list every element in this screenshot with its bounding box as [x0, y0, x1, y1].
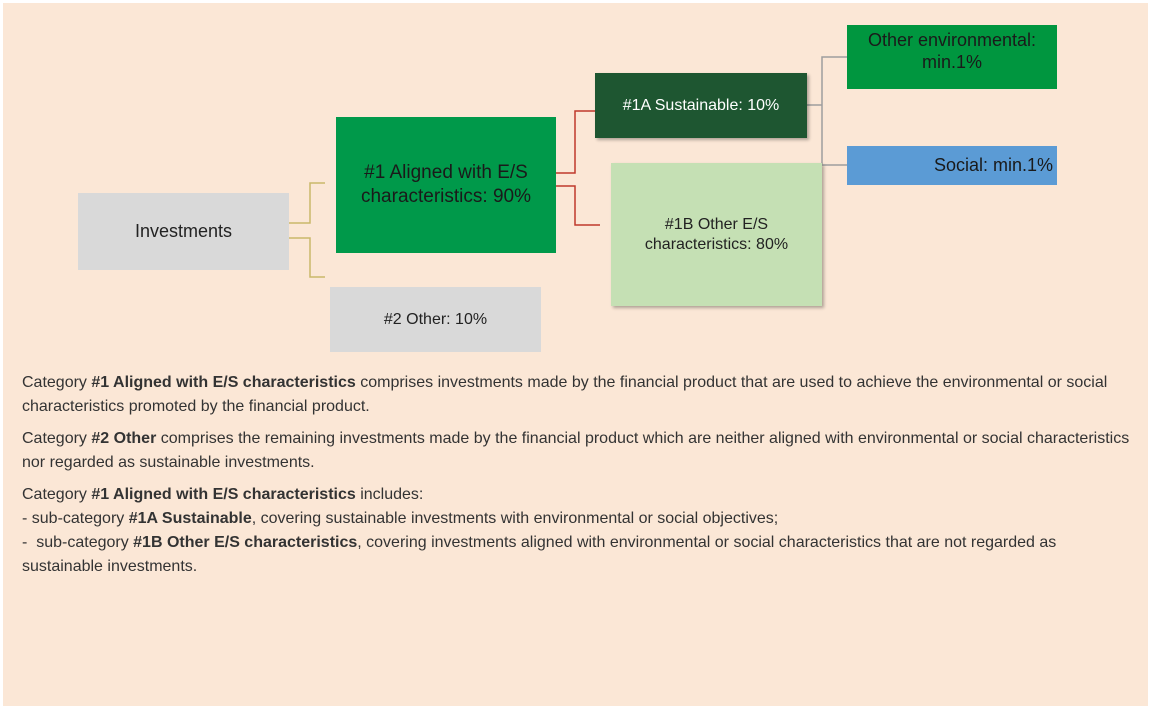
node: Other environmental: min.1% — [847, 25, 1057, 89]
node: Investments — [78, 193, 289, 270]
diagram-panel: Investments #1 Aligned with E/S characte… — [3, 3, 1148, 706]
connector — [807, 56, 847, 166]
node: #1 Aligned with E/S characteristics: 90% — [336, 117, 556, 253]
text: , covering investments aligned with envi… — [22, 534, 1061, 575]
bold-text: #1 Aligned with E/S characteristics — [91, 486, 356, 503]
node: #2 Other: 10% — [330, 287, 541, 352]
bold-text: #1B Other E/S characteristics — [133, 534, 358, 551]
connectors — [289, 56, 847, 278]
text: includes: — [355, 486, 424, 503]
text: - sub-category — [22, 510, 129, 527]
connector — [289, 182, 325, 278]
node: #1A Sustainable: 10% — [595, 73, 807, 138]
text: , covering sustainable investments with … — [251, 510, 779, 527]
text: Category — [22, 430, 92, 447]
text: Category — [22, 486, 92, 503]
paragraph: Category #2 Other comprises the remainin… — [22, 427, 1132, 475]
bold-text: #1 Aligned with E/S characteristics — [91, 374, 356, 391]
text: comprises the remaining investments made… — [22, 430, 1134, 471]
node: #1B Other E/S characteristics: 80% — [611, 163, 822, 306]
paragraph: - sub-category #1A Sustainable, covering… — [22, 507, 1132, 531]
bold-text: #1A Sustainable — [128, 510, 252, 527]
bold-text: #2 Other — [91, 430, 157, 447]
connector — [556, 110, 600, 226]
text: - sub-category — [22, 534, 134, 551]
paragraph: Category #1 Aligned with E/S characteris… — [22, 483, 1132, 507]
explanation: Category #1 Aligned with E/S characteris… — [22, 371, 1132, 579]
node: Social: min.1% — [847, 146, 1057, 185]
paragraph: Category #1 Aligned with E/S characteris… — [22, 371, 1132, 419]
text: comprises investments made by the financ… — [22, 374, 1112, 415]
text: Category — [22, 374, 92, 391]
paragraph: - sub-category #1B Other E/S characteris… — [22, 531, 1132, 579]
